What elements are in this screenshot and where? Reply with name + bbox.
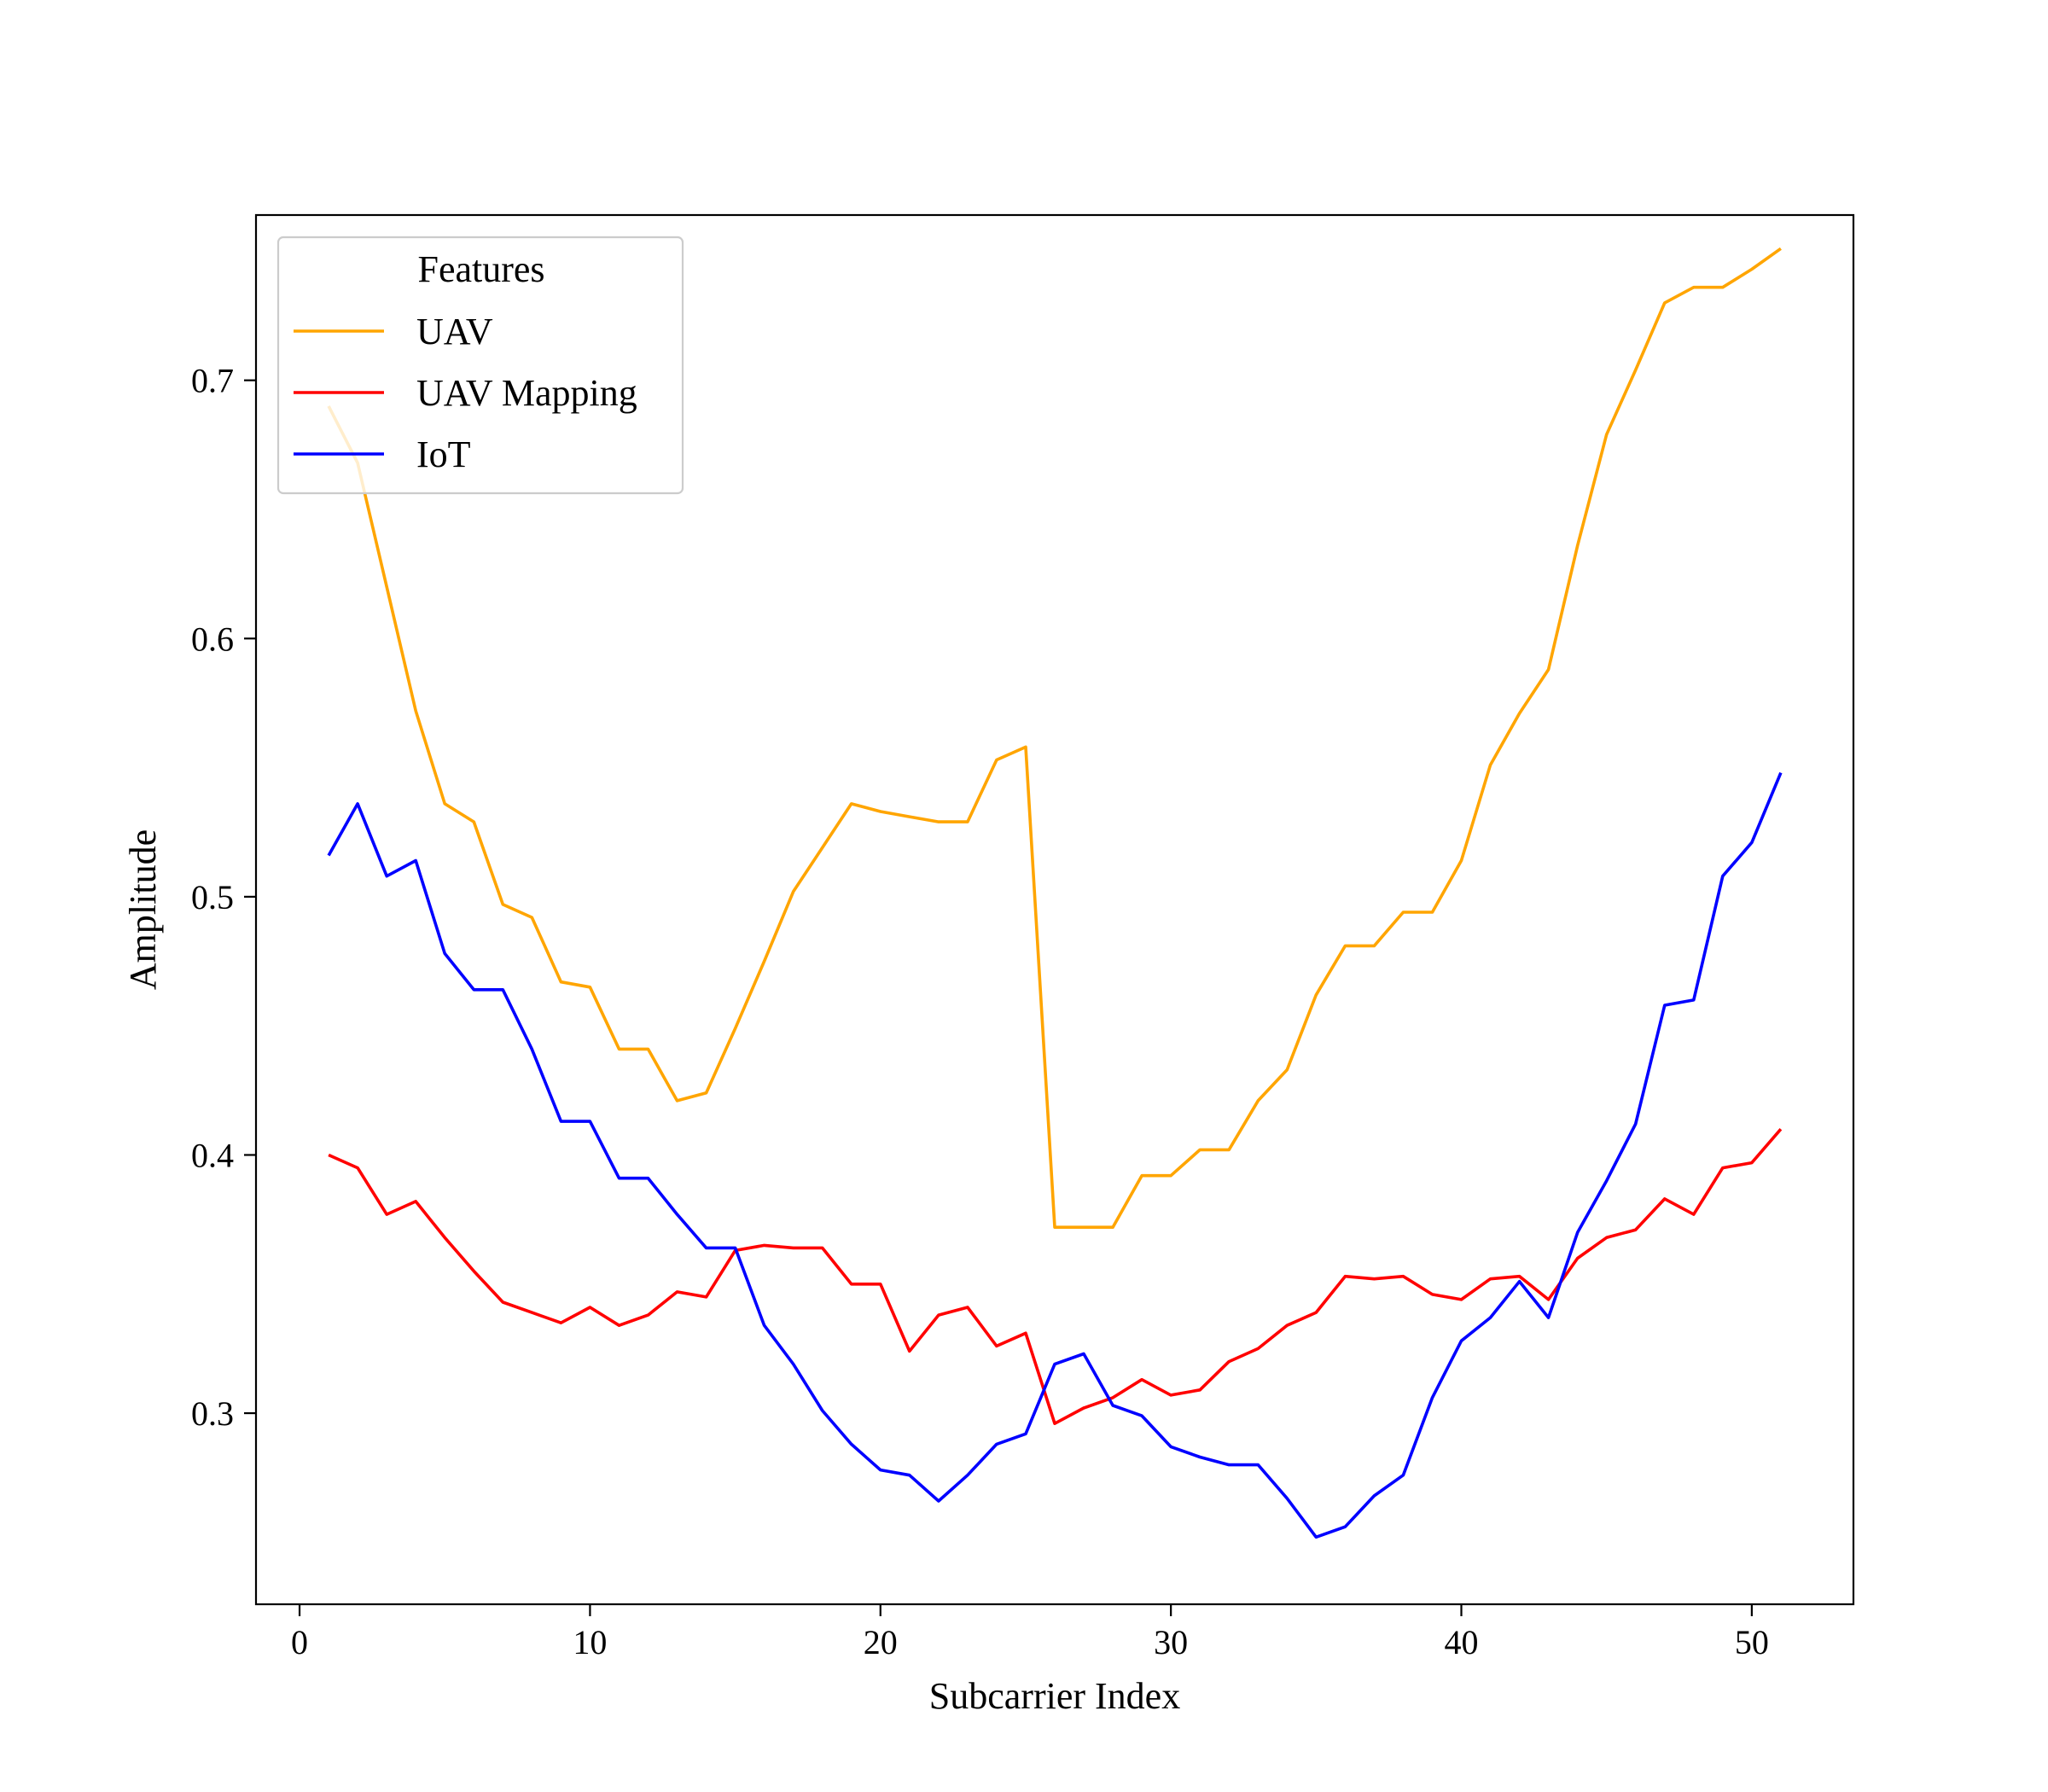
y-tick-label: 0.4 [191,1136,234,1174]
x-axis: 0 10 20 30 40 50 [291,1604,1769,1661]
x-tick-label: 40 [1445,1623,1479,1661]
series-line-1 [328,1128,1783,1425]
legend-label-0: UAV [416,311,493,352]
legend-box [276,236,684,495]
y-axis-label: Amplitude [122,829,164,990]
series-line-0 [327,247,1782,1229]
legend-label-1: UAV Mapping [416,372,637,414]
x-axis-label: Subcarrier Index [929,1675,1180,1717]
y-tick-label: 0.5 [191,878,234,916]
series-layer [327,247,1783,1539]
legend-title: Features [417,248,544,290]
x-tick-label: 0 [291,1623,308,1661]
x-tick-label: 20 [864,1623,898,1661]
plot-frame [254,213,1855,1606]
legend: Features UAV UAV Mapping IoT [276,236,684,495]
y-tick-label: 0.7 [191,362,234,400]
series-line-2 [327,771,1783,1539]
legend-label-2: IoT [416,433,471,475]
y-tick-label: 0.3 [191,1394,234,1433]
legend-entries: UAV UAV Mapping IoT [294,311,637,475]
x-tick-label: 50 [1735,1623,1769,1661]
y-tick-label: 0.6 [191,620,234,658]
x-tick-label: 30 [1154,1623,1188,1661]
x-tick-label: 10 [573,1623,607,1661]
y-axis: 0.3 0.4 0.5 0.6 0.7 [191,362,256,1433]
